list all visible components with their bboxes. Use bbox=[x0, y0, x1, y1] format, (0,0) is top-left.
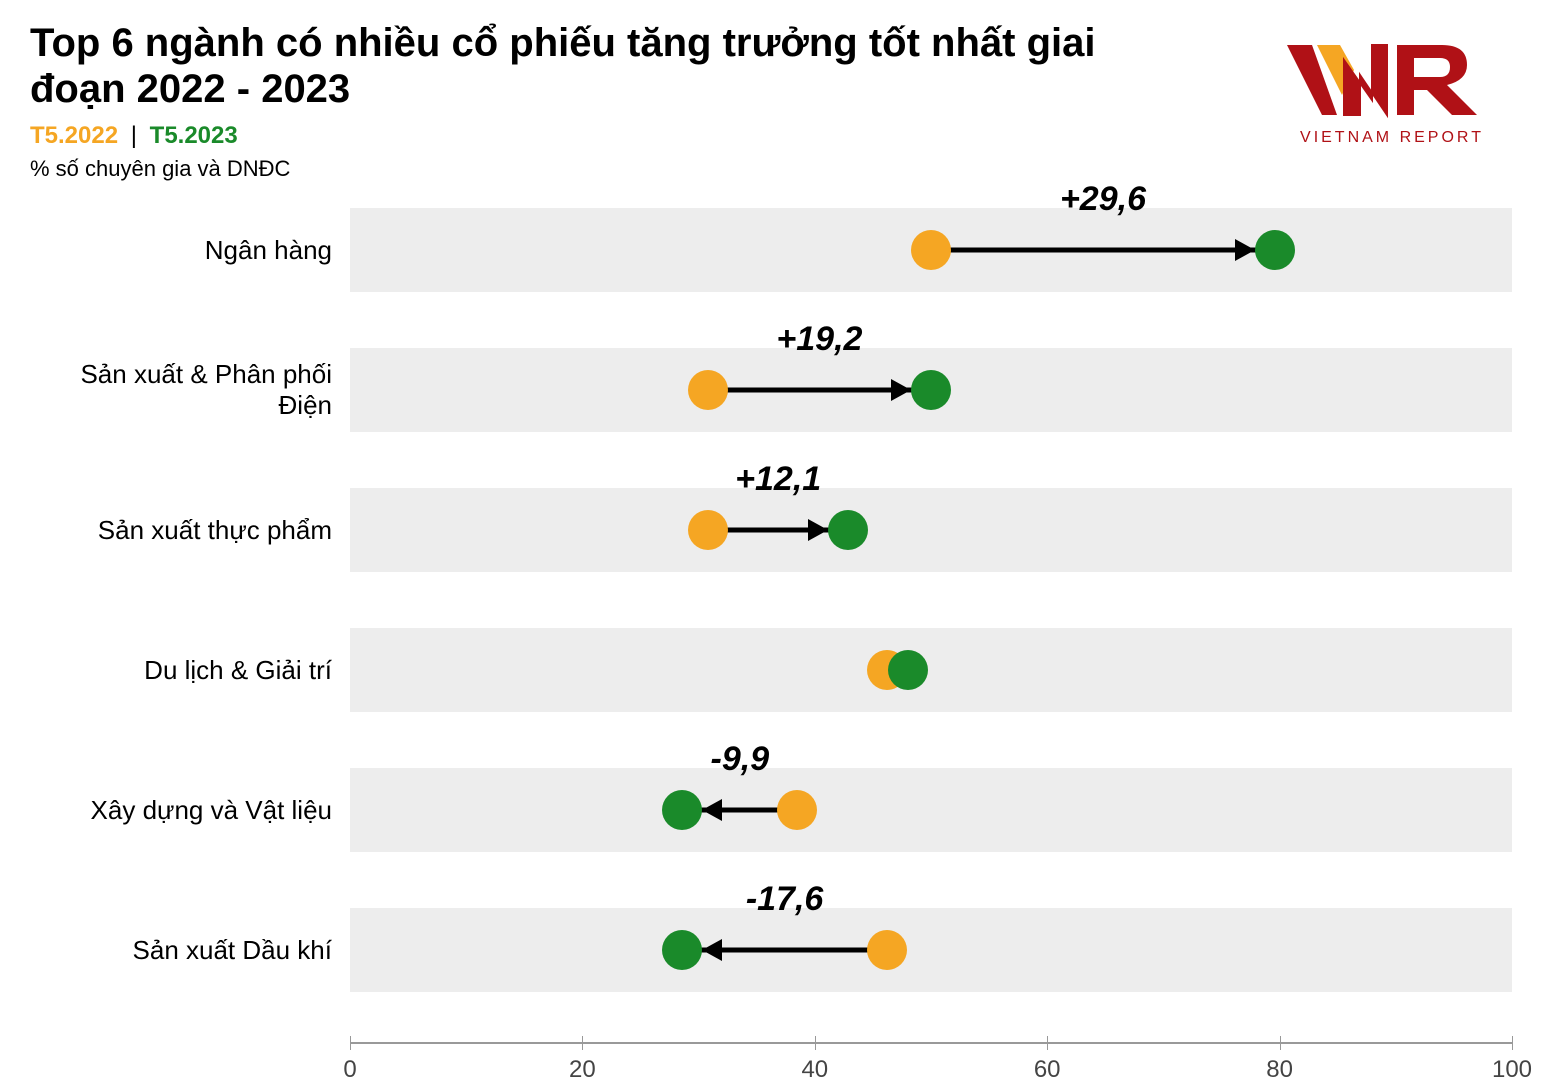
legend-2023: T5.2023 bbox=[150, 122, 238, 149]
chart-row: Du lịch & Giải trí bbox=[30, 622, 1512, 718]
row-track: +12,1 bbox=[350, 488, 1512, 572]
chart-row: Xây dựng và Vật liệu-9,9 bbox=[30, 762, 1512, 858]
x-tick bbox=[1047, 1036, 1048, 1050]
category-label: Xây dựng và Vật liệu bbox=[30, 795, 350, 826]
row-track: -17,6 bbox=[350, 908, 1512, 992]
row-track: +29,6 bbox=[350, 208, 1512, 292]
x-tick bbox=[1280, 1036, 1281, 1050]
row-track: -9,9 bbox=[350, 768, 1512, 852]
dot-2022 bbox=[867, 930, 907, 970]
delta-label: -9,9 bbox=[711, 740, 770, 779]
dot-2022 bbox=[777, 790, 817, 830]
delta-label: +19,2 bbox=[776, 320, 862, 359]
dot-2022 bbox=[688, 370, 728, 410]
x-axis: 020406080100 bbox=[350, 1042, 1512, 1092]
x-tick-label: 40 bbox=[801, 1056, 828, 1084]
delta-arrow-head bbox=[1235, 239, 1255, 261]
delta-arrow-line bbox=[931, 248, 1275, 253]
chart-row: Ngân hàng+29,6 bbox=[30, 202, 1512, 298]
delta-arrow-head bbox=[808, 519, 828, 541]
delta-label: +29,6 bbox=[1060, 180, 1146, 219]
x-tick bbox=[582, 1036, 583, 1050]
dot-2023 bbox=[888, 650, 928, 690]
dot-2023 bbox=[1255, 230, 1295, 270]
chart-row: Sản xuất & Phân phối Điện+19,2 bbox=[30, 342, 1512, 438]
delta-label: +12,1 bbox=[735, 460, 821, 499]
chart-title: Top 6 ngành có nhiều cổ phiếu tăng trưởn… bbox=[30, 20, 1130, 112]
dot-2023 bbox=[662, 930, 702, 970]
vnr-logo: VIETNAM REPORT bbox=[1282, 30, 1502, 150]
delta-label: -17,6 bbox=[746, 880, 824, 919]
legend-2022: T5.2022 bbox=[30, 122, 118, 149]
category-label: Ngân hàng bbox=[30, 235, 350, 266]
legend-separator: | bbox=[131, 122, 137, 149]
chart-header: Top 6 ngành có nhiều cổ phiếu tăng trưởn… bbox=[30, 20, 1512, 182]
x-tick-label: 100 bbox=[1492, 1056, 1532, 1084]
delta-arrow-head bbox=[702, 799, 722, 821]
x-tick-label: 80 bbox=[1266, 1056, 1293, 1084]
category-label: Sản xuất thực phẩm bbox=[30, 515, 350, 546]
dot-2023 bbox=[662, 790, 702, 830]
logo-text: VIETNAM REPORT bbox=[1300, 129, 1484, 146]
dot-2022 bbox=[688, 510, 728, 550]
delta-arrow-head bbox=[891, 379, 911, 401]
dumbbell-chart: Ngân hàng+29,6Sản xuất & Phân phối Điện+… bbox=[30, 202, 1512, 1092]
row-track bbox=[350, 628, 1512, 712]
x-tick bbox=[815, 1036, 816, 1050]
row-track: +19,2 bbox=[350, 348, 1512, 432]
x-tick-label: 0 bbox=[343, 1056, 356, 1084]
category-label: Sản xuất & Phân phối Điện bbox=[30, 359, 350, 421]
dot-2022 bbox=[911, 230, 951, 270]
x-tick bbox=[1512, 1036, 1513, 1050]
x-tick-label: 20 bbox=[569, 1056, 596, 1084]
category-label: Du lịch & Giải trí bbox=[30, 655, 350, 686]
delta-arrow-head bbox=[702, 939, 722, 961]
chart-row: Sản xuất thực phẩm+12,1 bbox=[30, 482, 1512, 578]
chart-subtitle: % số chuyên gia và DNĐC bbox=[30, 156, 1512, 182]
chart-row: Sản xuất Dầu khí-17,6 bbox=[30, 902, 1512, 998]
dot-2023 bbox=[911, 370, 951, 410]
dot-2023 bbox=[828, 510, 868, 550]
x-tick bbox=[350, 1036, 351, 1050]
category-label: Sản xuất Dầu khí bbox=[30, 935, 350, 966]
x-axis-line bbox=[350, 1042, 1512, 1044]
x-tick-label: 60 bbox=[1034, 1056, 1061, 1084]
